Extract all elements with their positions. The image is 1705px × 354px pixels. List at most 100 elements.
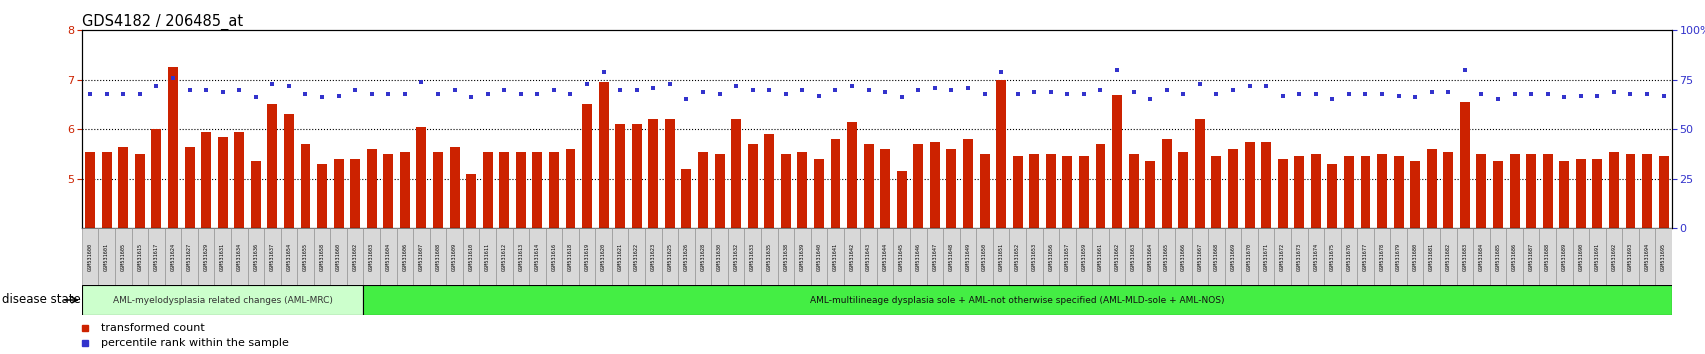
Text: GSM531613: GSM531613: [518, 242, 523, 271]
Text: GSM531672: GSM531672: [1279, 242, 1284, 271]
Point: [1483, 97, 1511, 102]
Bar: [1639, 228, 1654, 285]
Bar: [135, 154, 145, 228]
Text: GSM531675: GSM531675: [1330, 242, 1333, 271]
Text: GDS4182 / 206485_at: GDS4182 / 206485_at: [82, 14, 242, 30]
Point: [1582, 93, 1610, 98]
Text: GSM531693: GSM531693: [1627, 242, 1632, 271]
Point: [474, 91, 501, 96]
Bar: [1587, 228, 1604, 285]
Text: GSM531682: GSM531682: [1444, 242, 1449, 271]
Bar: [1224, 228, 1241, 285]
Point: [590, 69, 617, 75]
Bar: [1575, 159, 1586, 228]
Bar: [1541, 154, 1552, 228]
Text: GSM531637: GSM531637: [269, 242, 275, 271]
Text: GSM531638: GSM531638: [783, 242, 788, 271]
Bar: [416, 127, 426, 228]
Bar: [648, 119, 658, 228]
Bar: [1488, 228, 1506, 285]
Bar: [396, 228, 413, 285]
Text: GSM531630: GSM531630: [716, 242, 721, 271]
Point: [1086, 87, 1113, 92]
Bar: [644, 228, 662, 285]
Point: [970, 91, 997, 96]
Bar: [363, 228, 380, 285]
Point: [1599, 89, 1627, 95]
Point: [1516, 91, 1543, 96]
Bar: [181, 228, 198, 285]
Text: GSM531669: GSM531669: [1229, 242, 1234, 271]
Text: GSM531649: GSM531649: [965, 242, 970, 271]
Text: GSM531639: GSM531639: [800, 242, 805, 271]
Point: [1054, 91, 1081, 96]
Text: GSM531617: GSM531617: [153, 242, 159, 271]
Bar: [777, 228, 793, 285]
Bar: [1095, 144, 1105, 228]
Bar: [399, 152, 409, 228]
Point: [1301, 91, 1328, 96]
Bar: [515, 152, 525, 228]
Bar: [450, 147, 459, 228]
Bar: [1373, 228, 1390, 285]
Point: [888, 95, 916, 100]
Text: GSM531654: GSM531654: [286, 242, 292, 271]
Bar: [529, 228, 546, 285]
Bar: [1306, 228, 1323, 285]
Text: GSM531684: GSM531684: [1478, 242, 1483, 271]
Text: GSM531679: GSM531679: [1395, 242, 1400, 271]
Bar: [1194, 119, 1204, 228]
Bar: [82, 228, 99, 285]
Text: GSM531687: GSM531687: [1528, 242, 1533, 271]
Bar: [827, 228, 844, 285]
Text: GSM531652: GSM531652: [1014, 242, 1020, 271]
Bar: [546, 228, 563, 285]
Point: [210, 89, 237, 95]
Bar: [413, 228, 430, 285]
Point: [390, 91, 418, 96]
Bar: [1344, 156, 1354, 228]
Text: GSM531695: GSM531695: [1661, 242, 1666, 271]
Text: GSM531660: GSM531660: [336, 242, 341, 271]
Bar: [946, 149, 957, 228]
Bar: [1108, 228, 1125, 285]
Point: [94, 91, 121, 96]
Bar: [99, 228, 114, 285]
Text: GSM531635: GSM531635: [766, 242, 771, 271]
Bar: [1376, 154, 1386, 228]
Bar: [1323, 228, 1340, 285]
Bar: [1028, 154, 1038, 228]
Bar: [1657, 156, 1667, 228]
Bar: [1207, 228, 1224, 285]
Bar: [234, 132, 244, 228]
Point: [871, 89, 899, 95]
Point: [1037, 89, 1064, 95]
Bar: [1654, 228, 1671, 285]
Point: [1185, 81, 1212, 86]
Bar: [1141, 228, 1158, 285]
Text: GSM531681: GSM531681: [1429, 242, 1434, 271]
Point: [904, 87, 931, 92]
Bar: [1439, 228, 1456, 285]
Text: GSM531674: GSM531674: [1313, 242, 1318, 271]
Text: GSM531645: GSM531645: [899, 242, 904, 271]
Bar: [165, 228, 181, 285]
Point: [987, 69, 1014, 75]
Point: [1069, 91, 1096, 96]
Point: [143, 83, 170, 88]
Bar: [1608, 152, 1618, 228]
Bar: [1245, 142, 1253, 228]
Text: GSM531690: GSM531690: [1577, 242, 1582, 271]
Bar: [1260, 142, 1270, 228]
Point: [639, 85, 667, 90]
Bar: [380, 228, 396, 285]
Text: GSM531659: GSM531659: [1081, 242, 1086, 271]
Bar: [760, 228, 777, 285]
Bar: [677, 228, 694, 285]
Point: [822, 87, 849, 92]
Text: GSM531606: GSM531606: [402, 242, 407, 271]
Bar: [184, 147, 194, 228]
Bar: [1042, 228, 1059, 285]
Bar: [1410, 161, 1419, 228]
Bar: [131, 228, 148, 285]
